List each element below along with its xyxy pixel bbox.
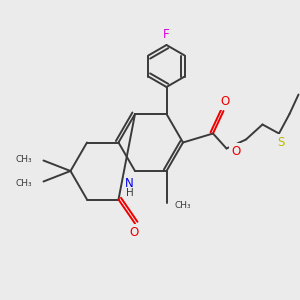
Text: N: N [125,177,134,190]
Text: F: F [163,28,170,41]
Text: H: H [126,188,134,199]
Text: CH₃: CH₃ [175,201,191,210]
Text: O: O [129,226,138,239]
Text: CH₃: CH₃ [16,178,32,188]
Text: S: S [278,136,285,149]
Text: O: O [231,145,240,158]
Text: CH₃: CH₃ [16,154,32,164]
Text: O: O [220,95,230,108]
